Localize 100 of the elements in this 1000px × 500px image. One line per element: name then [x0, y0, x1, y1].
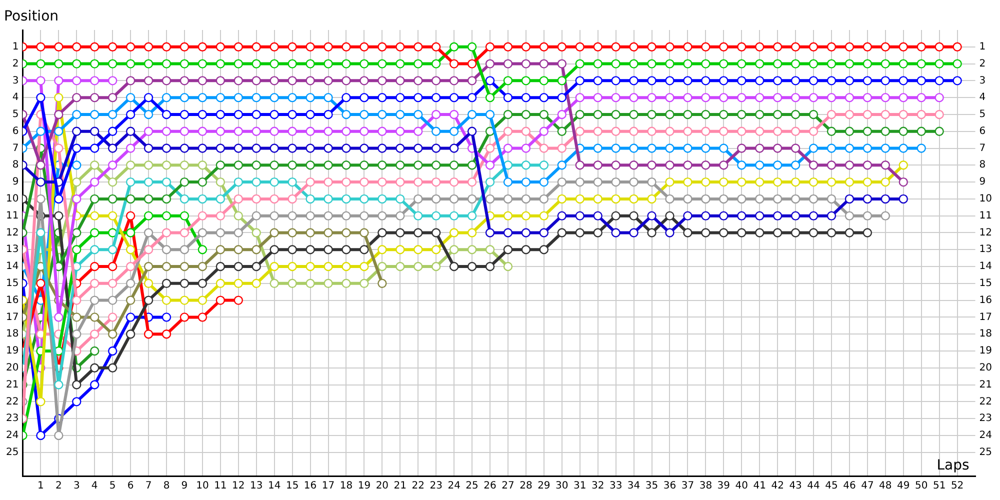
y2-tick-label: 10	[979, 194, 992, 205]
x-tick-label: 37	[681, 480, 694, 492]
y2-tick-label: 20	[979, 362, 992, 374]
x-tick-label: 48	[879, 480, 892, 492]
y-tick-label: 20	[6, 362, 19, 374]
x-tick-label: 31	[574, 480, 586, 492]
x-tick-label: 11	[214, 480, 227, 492]
y2-tick-label: 16	[979, 294, 992, 306]
x-tick-label: 28	[520, 480, 532, 492]
y-tick-label: 1	[12, 41, 19, 52]
y2-tick-label: 23	[979, 413, 992, 424]
y-tick-label: 11	[6, 210, 19, 222]
y-axis-title: Position	[4, 8, 59, 25]
x-tick-label: 9	[181, 480, 188, 492]
y2-tick-label: 13	[979, 244, 992, 256]
x-tick-label: 7	[145, 480, 152, 492]
y-tick-label: 22	[6, 396, 19, 408]
y2-tick-label: 15	[979, 278, 992, 290]
x-tick-label: 52	[950, 480, 964, 492]
x-tick-label: 3	[73, 480, 80, 492]
y2-tick-label: 14	[979, 261, 992, 272]
y-tick-label: 3	[12, 75, 19, 86]
y-tick-label: 21	[6, 379, 19, 390]
x-tick-label: 12	[232, 480, 245, 492]
x-tick-label: 51	[932, 480, 946, 492]
x-tick-label: 35	[645, 480, 658, 492]
y2-tick-label: 9	[979, 176, 986, 188]
x-tick-label: 21	[394, 480, 407, 492]
y2-tick-label: 24	[979, 430, 992, 442]
y2-tick-label: 19	[979, 346, 992, 357]
x-tick-label: 27	[502, 480, 514, 492]
x-tick-label: 47	[861, 480, 874, 492]
x-tick-label: 14	[268, 480, 281, 492]
y2-tick-label: 25	[979, 446, 992, 458]
y2-tick-label: 11	[979, 210, 992, 222]
x-tick-label: 49	[897, 480, 910, 492]
y-tick-label: 4	[12, 92, 19, 104]
y2-tick-label: 18	[979, 328, 992, 340]
y2-tick-label: 12	[979, 227, 992, 238]
y-tick-label: 5	[12, 109, 19, 120]
y-tick-label: 24	[6, 430, 19, 442]
y-tick-label: 12	[6, 227, 19, 238]
x-tick-label: 24	[448, 480, 460, 492]
x-tick-label: 25	[466, 480, 478, 492]
y2-tick-label: 17	[979, 312, 992, 323]
y2-tick-label: 5	[979, 109, 986, 120]
y-tick-label: 17	[6, 312, 19, 323]
x-tick-label: 40	[735, 480, 748, 492]
x-tick-label: 45	[825, 480, 838, 492]
x-tick-label: 2	[55, 480, 62, 492]
y2-tick-label: 3	[979, 75, 986, 86]
x-tick-label: 10	[196, 480, 209, 492]
y2-tick-label: 8	[979, 160, 986, 171]
y-tick-label: 7	[12, 142, 19, 154]
x-tick-label: 42	[771, 480, 784, 492]
x-tick-label: 18	[340, 480, 353, 492]
y-tick-label: 18	[6, 328, 19, 340]
y-tick-label: 9	[12, 176, 19, 188]
x-tick-label: 39	[717, 480, 730, 492]
x-tick-label: 6	[127, 480, 134, 492]
y-tick-label: 23	[6, 413, 19, 424]
x-tick-label: 29	[538, 480, 550, 492]
x-tick-label: 26	[484, 480, 496, 492]
y-tick-label: 8	[12, 160, 19, 171]
y-tick-label: 10	[6, 194, 19, 205]
y-tick-label: 15	[6, 278, 19, 290]
y2-tick-label: 2	[979, 58, 986, 70]
x-tick-label: 20	[376, 480, 389, 492]
y-tick-label: 2	[12, 58, 19, 70]
y-tick-label: 25	[6, 446, 19, 458]
x-tick-label: 15	[286, 480, 299, 492]
x-tick-label: 41	[753, 480, 766, 492]
x-tick-label: 34	[627, 480, 640, 492]
x-tick-label: 16	[304, 480, 317, 492]
x-tick-label: 22	[412, 480, 424, 492]
x-tick-label: 30	[556, 480, 568, 492]
y-tick-label: 16	[6, 294, 19, 306]
x-tick-label: 13	[250, 480, 263, 492]
y2-tick-label: 1	[979, 41, 986, 52]
x-tick-label: 38	[699, 480, 712, 492]
x-tick-label: 19	[358, 480, 371, 492]
y2-tick-label: 22	[979, 396, 992, 408]
x-tick-label: 43	[789, 480, 802, 492]
y-tick-label: 6	[12, 126, 19, 137]
x-axis-title: Laps	[936, 458, 970, 474]
x-tick-label: 8	[163, 480, 170, 492]
y2-tick-label: 21	[979, 379, 992, 390]
y-tick-label: 14	[6, 261, 19, 272]
x-tick-label: 32	[591, 480, 604, 492]
x-tick-label: 1	[38, 480, 44, 492]
y2-tick-label: 6	[979, 126, 986, 137]
x-tick-label: 44	[807, 480, 820, 492]
y2-tick-label: 4	[979, 92, 986, 104]
x-tick-label: 36	[663, 480, 676, 492]
y-tick-label: 13	[6, 244, 19, 256]
x-tick-label: 5	[109, 480, 116, 492]
y-tick-label: 19	[6, 346, 19, 357]
x-tick-label: 4	[91, 480, 98, 492]
x-tick-label: 17	[322, 480, 335, 492]
x-tick-label: 23	[430, 480, 442, 492]
